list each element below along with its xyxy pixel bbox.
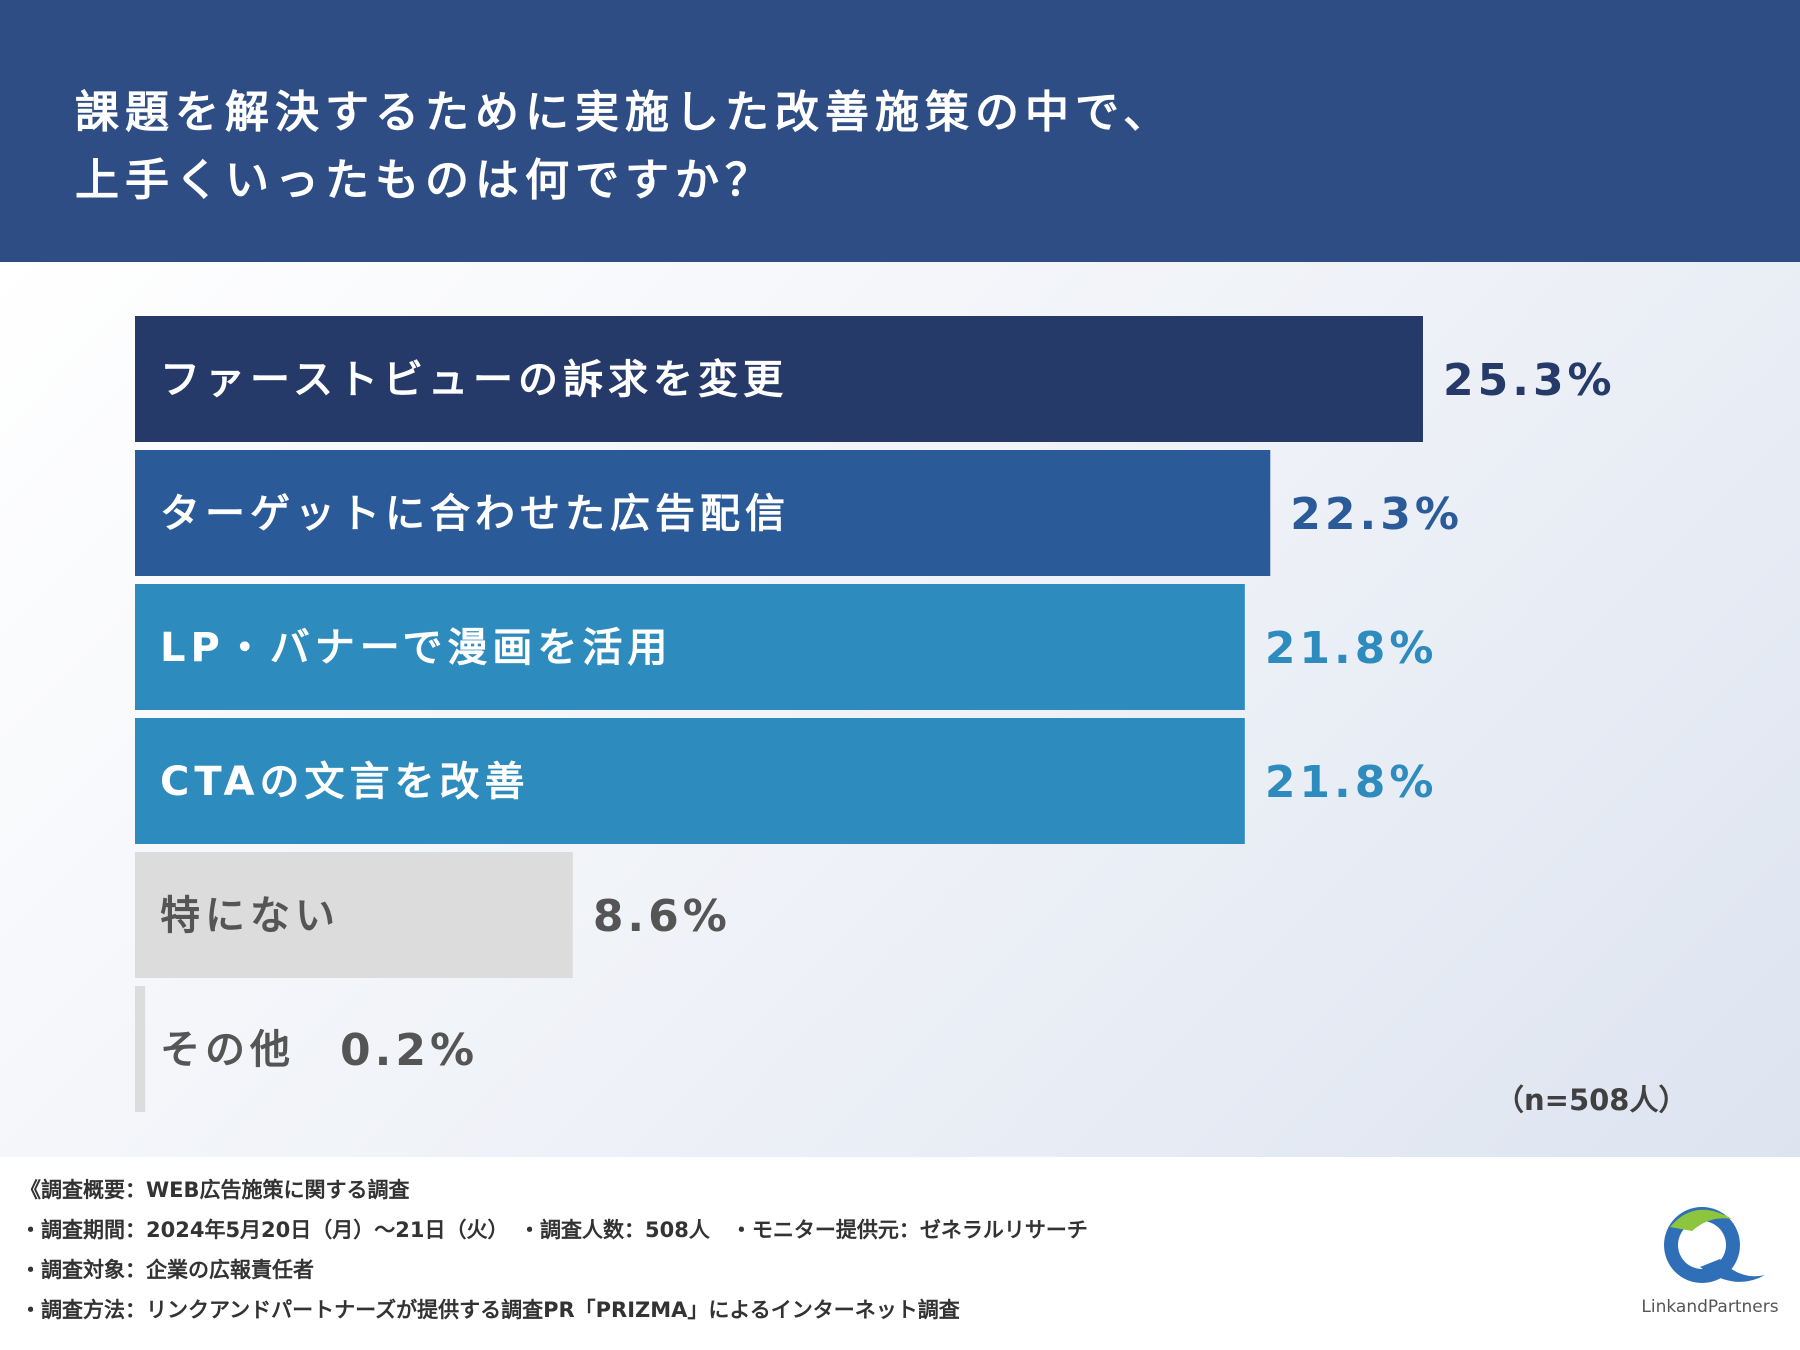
header-banner: 課題を解決するために実施した改善施策の中で、 上手くいったものは何ですか？ xyxy=(0,0,1800,262)
survey-period-note: ・調査期間：2024年5月20日（月）〜21日（火） ・調査人数：508人 ・モ… xyxy=(20,1218,1088,1242)
logo-wordmark: LinkandPartners xyxy=(1641,1297,1779,1317)
category-label-3: CTAの文言を改善 xyxy=(160,759,530,805)
category-label-4: 特にない xyxy=(160,893,340,939)
bar-chart: ファーストビューの訴求を変更 25.3% ターゲットに合わせた広告配信 22.3% LP… xyxy=(135,316,1616,1112)
category-label-1: ターゲットに合わせた広告配信 xyxy=(160,491,790,537)
survey-target-note: ・調査対象：企業の広報責任者 xyxy=(20,1258,314,1282)
chart-area: ファーストビューの訴求を変更 25.3% ターゲットに合わせた広告配信 22.3% LP… xyxy=(0,262,1800,1157)
chart-title-line-2: 上手くいったものは何ですか？ xyxy=(75,155,775,206)
value-label-1: 22.3% xyxy=(1290,489,1463,540)
link-and-partners-logo-icon xyxy=(1664,1207,1765,1283)
sample-size-label: （n=508人） xyxy=(1495,1083,1688,1117)
category-label-5: その他 xyxy=(160,1027,295,1073)
survey-overview-note: 《調査概要：WEB広告施策に関する調査 xyxy=(20,1178,410,1202)
bar-5 xyxy=(135,986,146,1112)
survey-method-note: ・調査方法：リンクアンドパートナーズが提供する調査PR「PRIZMA」によるイン… xyxy=(20,1298,960,1322)
bar-0 xyxy=(135,316,1423,442)
value-label-4: 8.6% xyxy=(593,891,731,942)
category-label-2: LP・バナーで漫画を活用 xyxy=(160,625,672,671)
bar-2 xyxy=(135,584,1245,710)
bar-4 xyxy=(135,852,573,978)
bar-3 xyxy=(135,718,1245,844)
chart-title-line-1: 課題を解決するために実施した改善施策の中で、 xyxy=(75,87,1174,138)
survey-footer: 《調査概要：WEB広告施策に関する調査 ・調査期間：2024年5月20日（月）〜… xyxy=(0,1157,1800,1350)
category-label-0: ファーストビューの訴求を変更 xyxy=(160,357,788,403)
bar-1 xyxy=(135,450,1271,576)
value-label-0: 25.3% xyxy=(1443,355,1616,406)
value-label-5: 0.2% xyxy=(340,1025,478,1076)
value-label-3: 21.8% xyxy=(1265,757,1438,808)
value-label-2: 21.8% xyxy=(1265,623,1438,674)
link-and-partners-logo: LinkandPartners xyxy=(1640,1197,1780,1327)
